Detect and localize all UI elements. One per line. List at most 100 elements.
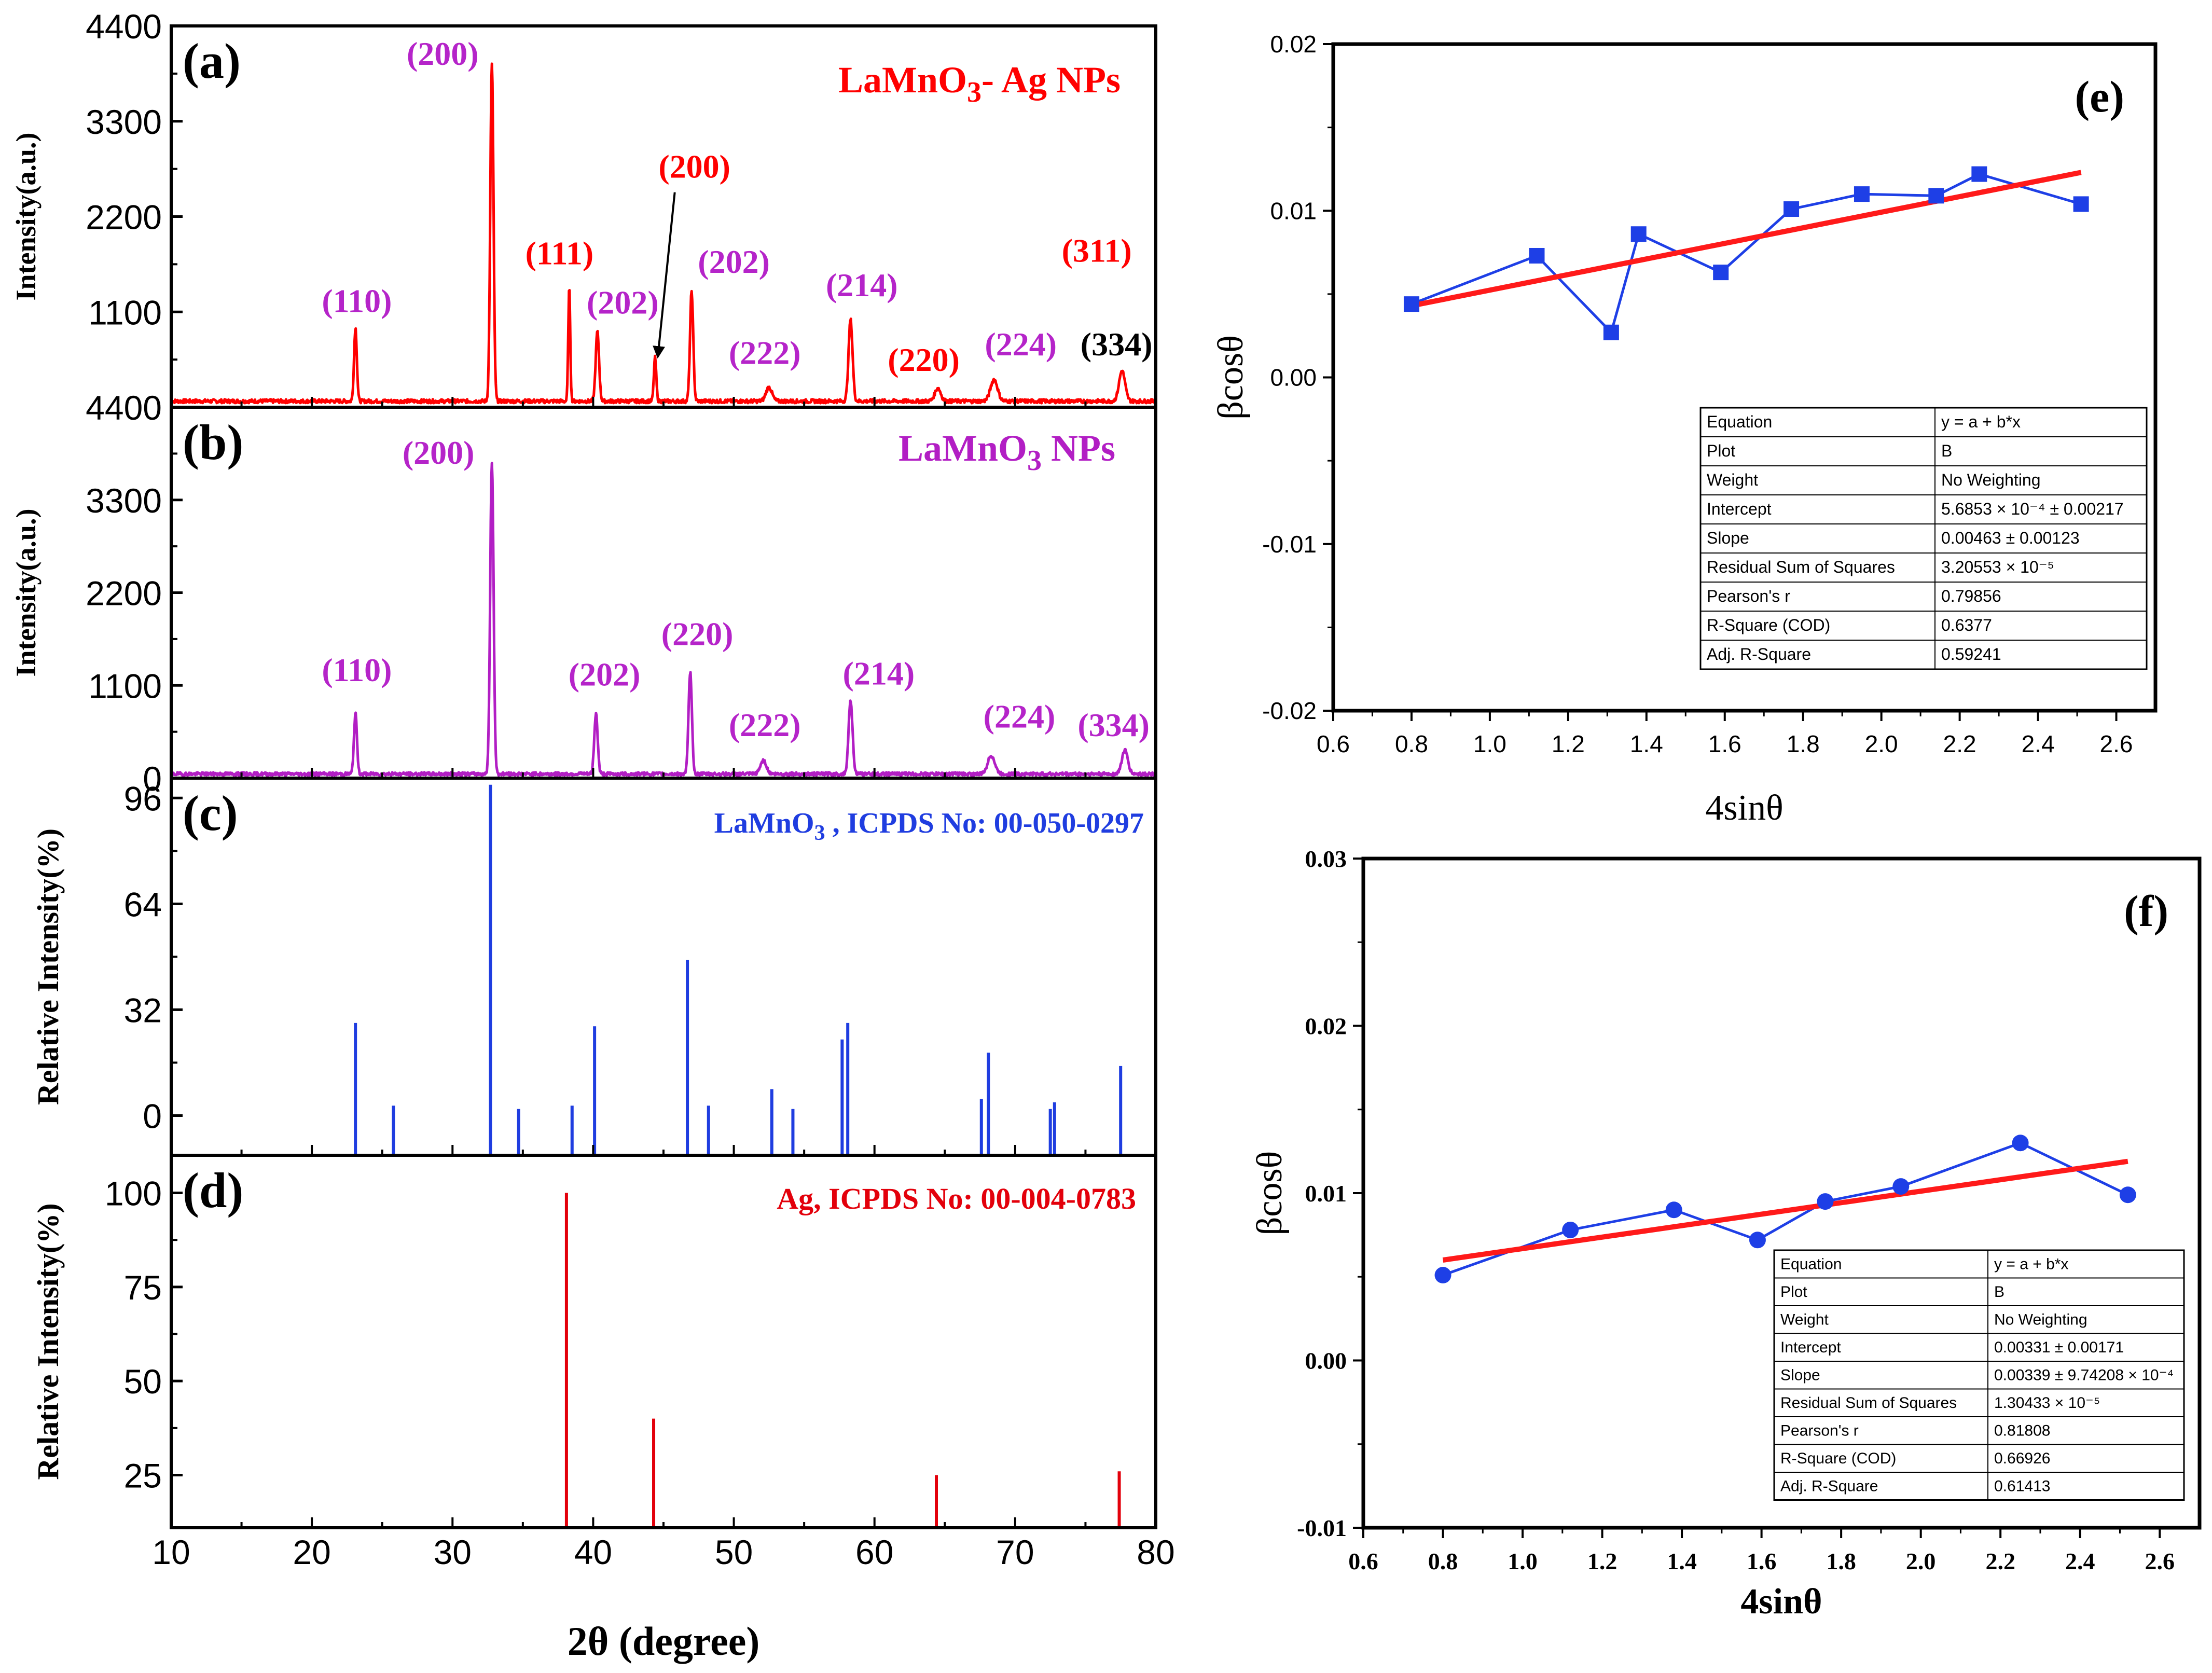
x-axis-label: 4sinθ (1705, 788, 1783, 828)
panel-label-c: (c) (183, 785, 238, 841)
y-axis-label: Intensity(a.u.) (10, 132, 42, 300)
x-tick-label: 20 (293, 1533, 330, 1571)
data-point (1892, 1178, 1910, 1195)
y-tick-label: 2200 (86, 198, 162, 237)
x-tick-label: 10 (152, 1533, 190, 1571)
x-tick-label: 50 (715, 1533, 753, 1571)
table-cell-value: B (1941, 441, 1952, 460)
y-tick-label: 2200 (86, 574, 162, 613)
title-tail: , ICPDS No: 00-050-0297 (825, 807, 1144, 839)
table-cell-value: No Weighting (1994, 1311, 2087, 1328)
y-axis-label: Intensity(a.u.) (10, 508, 42, 676)
table-cell-key: Slope (1707, 529, 1749, 547)
panel-f: 0.6 0.8 1.0 1.2 1.4 1.6 1.8 2.0 2.2 2.4 2.6 -0.01 0.… (1250, 846, 2202, 1622)
table-border (1699, 407, 2148, 670)
peak-label: (110) (322, 652, 392, 688)
y-tick-label: 64 (124, 885, 162, 923)
peak-label: (220) (661, 615, 734, 652)
data-point (2012, 1135, 2029, 1152)
peak-label: (214) (843, 655, 915, 692)
table-cell-value: 0.79856 (1941, 587, 2001, 605)
panel-label-e: (e) (2075, 72, 2124, 121)
peak-label: (111) (526, 234, 594, 271)
x-tick-label: 30 (434, 1533, 472, 1571)
peak-label: (222) (729, 707, 801, 743)
peak-label: (200) (403, 434, 475, 471)
y-tick-label: 1100 (88, 293, 162, 331)
data-point (1928, 188, 1944, 204)
pointer-arrow (653, 192, 676, 359)
x-tick-label: 1.4 (1630, 730, 1663, 757)
peak-label: (334) (1077, 707, 1150, 743)
table-cell-value: 0.00339 ± 9.74208 × 10⁻⁴ (1994, 1366, 2174, 1384)
table-cell-value: B (1994, 1283, 2004, 1301)
panel-label-a: (a) (183, 33, 241, 89)
title-main: LaMnO (714, 807, 814, 839)
x-tick-label: 2.2 (1985, 1548, 2015, 1574)
x-tick-label: 1.8 (1826, 1548, 1856, 1574)
table-cell-key: Residual Sum of Squares (1780, 1394, 1957, 1412)
y-tick-label: 50 (124, 1362, 162, 1401)
x-tick-label: 2.2 (1943, 730, 1976, 757)
x-tick-label: 2.6 (2145, 1548, 2175, 1574)
panel-label-f: (f) (2124, 886, 2168, 936)
y-tick-label: 0.00 (1305, 1348, 1347, 1374)
y-tick-label: 25 (124, 1456, 162, 1495)
peak-label: (200) (407, 35, 479, 72)
fit-statistics-table: Equation y = a + b*x Plot B Weight No Weighti… (1699, 407, 2148, 670)
linear-fit-line (1411, 170, 2082, 309)
y-axis-label: βcosθ (1211, 335, 1251, 419)
peak-label: (110) (322, 282, 392, 319)
x-tick-label: 2.4 (2065, 1548, 2095, 1574)
table-cell-value: 5.6853 × 10⁻⁴ ± 0.00217 (1941, 500, 2124, 518)
x-tick-label: 1.0 (1508, 1548, 1538, 1574)
table-cell-key: Equation (1780, 1255, 1842, 1273)
y-axis-label: Relative Intensity(%) (31, 828, 65, 1105)
table-cell-value: 0.61413 (1994, 1477, 2050, 1495)
data-point (1529, 247, 1545, 264)
table-cell-key: Pearson's r (1780, 1422, 1859, 1439)
data-point (1854, 186, 1870, 202)
table-cell-value: 1.30433 × 10⁻⁵ (1994, 1394, 2100, 1412)
table-cell-value: 0.66926 (1994, 1450, 2050, 1467)
y-tick-label: 0 (143, 759, 162, 798)
x-tick-label: 60 (855, 1533, 893, 1571)
panel-label-d: (d) (183, 1163, 243, 1218)
table-cell-key: Adj. R-Square (1780, 1477, 1878, 1495)
x-tick-label: 1.2 (1587, 1548, 1617, 1574)
table-cell-key: Plot (1707, 441, 1735, 460)
table-cell-value: 0.00463 ± 0.00123 (1941, 529, 2080, 547)
x-tick-label: 1.8 (1787, 730, 1820, 757)
x-tick-label: 0.8 (1395, 730, 1428, 757)
data-point (1630, 226, 1647, 242)
data-point (2073, 196, 2089, 212)
table-cell-key: Residual Sum of Squares (1707, 558, 1895, 576)
peak-label: (311) (1062, 232, 1132, 269)
peak-label: (224) (984, 698, 1056, 735)
y-tick-label: 96 (124, 779, 162, 818)
peak-label: (224) (985, 326, 1057, 363)
x-tick-label: 2.0 (1906, 1548, 1936, 1574)
y-tick-label: 0.02 (1270, 31, 1317, 58)
title-tail: NPs (1042, 427, 1115, 469)
y-tick-label: 3300 (86, 103, 162, 141)
panel-title-b: LaMnO3 NPs (898, 427, 1115, 477)
data-point (1562, 1221, 1579, 1238)
y-axis-label: βcosθ (1250, 1151, 1290, 1235)
y-tick-label: 32 (124, 991, 162, 1029)
y-tick-label: -0.01 (1297, 1515, 1347, 1541)
data-connector-line (1411, 172, 2082, 335)
data-connector-line (1442, 1141, 2128, 1277)
y-tick-label: 0.02 (1305, 1013, 1347, 1040)
y-tick-label: 0.00 (1270, 364, 1317, 391)
x-tick-label: 40 (574, 1533, 612, 1571)
x-tick-label: 0.6 (1348, 1548, 1378, 1574)
peak-label: (214) (826, 267, 898, 303)
table-cell-value: y = a + b*x (1994, 1255, 2068, 1273)
table-cell-value: 0.00331 ± 0.00171 (1994, 1339, 2124, 1356)
table-cell-key: Adj. R-Square (1707, 645, 1811, 663)
x-axis-label: 2θ (degree) (568, 1619, 760, 1664)
y-tick-label: -0.01 (1262, 531, 1317, 558)
y-tick-label: 4400 (86, 7, 162, 46)
data-point (1713, 265, 1729, 281)
